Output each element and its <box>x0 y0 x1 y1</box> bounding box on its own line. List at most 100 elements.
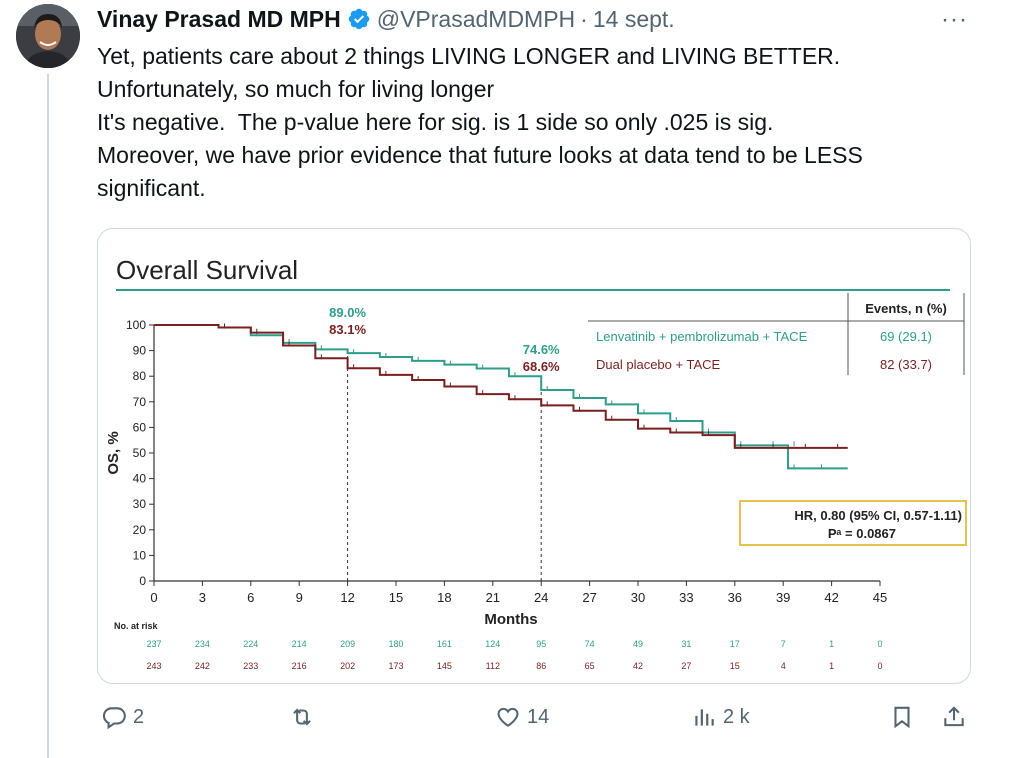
x-axis-label: Months <box>484 611 537 628</box>
share-icon <box>944 706 964 727</box>
risk-table-cell: 4 <box>781 661 786 671</box>
x-tick-label: 39 <box>776 590 790 605</box>
survival-curve-control <box>154 324 848 449</box>
tweet-text-line: Unfortunately, so much for living longer <box>97 76 495 102</box>
risk-table-cell: 65 <box>585 661 595 671</box>
reply-button[interactable]: 2 <box>101 704 144 730</box>
author-name[interactable]: Vinay Prasad MD MPH <box>97 5 341 32</box>
risk-table-label: No. at risk <box>114 621 159 631</box>
risk-table-cell: 145 <box>437 661 452 671</box>
views-button[interactable]: 2 k <box>691 704 750 730</box>
legend-header: Events, n (%) <box>865 301 947 316</box>
risk-table-cell: 86 <box>536 661 546 671</box>
verified-badge-icon <box>348 8 369 30</box>
views-count: 2 k <box>723 705 750 728</box>
avatar[interactable] <box>16 4 80 68</box>
tweet-text-line: Moreover, we have prior evidence that fu… <box>97 142 863 168</box>
x-tick-label: 15 <box>389 590 403 605</box>
x-tick-label: 45 <box>873 590 887 605</box>
tweet-date[interactable]: 14 sept. <box>592 5 675 32</box>
reply-icon <box>102 707 126 730</box>
x-tick-label: 9 <box>296 590 303 605</box>
landmark-value-label: 83.1% <box>329 322 366 337</box>
y-tick-label: 0 <box>139 574 146 588</box>
more-options-icon[interactable]: ··· <box>941 6 968 33</box>
risk-table-cell: 233 <box>243 661 258 671</box>
action-bar: 2 14 2 k <box>97 704 977 736</box>
y-tick-label: 20 <box>133 523 147 537</box>
landmark-value-label: 89.0% <box>329 305 366 320</box>
bookmark-icon <box>894 706 910 729</box>
bookmark-button[interactable] <box>889 704 915 730</box>
risk-table-cell: 161 <box>437 639 452 649</box>
x-tick-label: 21 <box>486 590 500 605</box>
risk-table-cell: 74 <box>585 639 595 649</box>
hr-box <box>739 500 967 546</box>
risk-table-cell: 15 <box>730 661 740 671</box>
x-tick-label: 6 <box>247 590 254 605</box>
risk-table-cell: 95 <box>536 639 546 649</box>
retweet-icon <box>293 708 311 726</box>
tweet-header: Vinay Prasad MD MPH @VPrasadMDMPH · 14 s… <box>97 4 996 34</box>
x-tick-label: 24 <box>534 590 548 605</box>
y-tick-label: 30 <box>133 497 147 511</box>
x-tick-label: 12 <box>340 590 354 605</box>
risk-table-cell: 1 <box>829 661 834 671</box>
y-tick-label: 90 <box>133 344 147 358</box>
risk-table-cell: 242 <box>195 661 210 671</box>
y-tick-label: 50 <box>133 446 147 460</box>
risk-table-cell: 173 <box>388 661 403 671</box>
risk-table-cell: 216 <box>292 661 307 671</box>
risk-table-cell: 243 <box>146 661 161 671</box>
risk-table-cell: 1 <box>829 639 834 649</box>
risk-table-cell: 17 <box>730 639 740 649</box>
legend-events: 69 (29.1) <box>880 329 932 344</box>
y-tick-label: 40 <box>133 472 147 486</box>
tweet-text-line: It's negative. The p-value here for sig.… <box>97 109 774 135</box>
landmark-value-label: 68.6% <box>523 359 560 374</box>
tweet-text-line: significant. <box>97 175 206 201</box>
risk-table-cell: 0 <box>877 639 882 649</box>
media-card[interactable]: Overall Survival 0 10 20 30 40 50 60 70 80 90 100 0… <box>97 228 971 684</box>
like-button[interactable]: 14 <box>495 704 549 730</box>
y-tick-label: 60 <box>133 420 147 434</box>
tweet-text-line: Yet, patients care about 2 things LIVING… <box>97 43 841 69</box>
x-tick-label: 18 <box>437 590 451 605</box>
risk-table-cell: 112 <box>486 661 500 671</box>
reply-count: 2 <box>133 705 145 728</box>
risk-table-cell: 224 <box>243 639 258 649</box>
y-tick-label: 70 <box>133 395 147 409</box>
risk-table-cell: 49 <box>633 639 643 649</box>
retweet-button[interactable] <box>289 704 321 730</box>
chart-title: Overall Survival <box>116 255 298 285</box>
avatar-image <box>16 4 80 68</box>
y-axis-label: OS, % <box>105 431 122 474</box>
x-tick-label: 30 <box>631 590 645 605</box>
x-tick-label: 3 <box>199 590 206 605</box>
risk-table-cell: 214 <box>292 639 307 649</box>
thread-line <box>47 74 49 758</box>
hr-text: HR, 0.80 (95% CI, 0.57-1.11) <box>794 508 962 523</box>
x-tick-label: 33 <box>679 590 693 605</box>
y-tick-label: 100 <box>126 318 146 332</box>
risk-table-cell: 0 <box>877 661 882 671</box>
risk-table-cell: 27 <box>681 661 691 671</box>
legend-series-name: Lenvatinib + pembrolizumab + TACE <box>596 329 808 344</box>
author-handle[interactable]: @VPrasadMDMPH <box>376 5 576 32</box>
risk-table-cell: 237 <box>146 639 161 649</box>
y-tick-label: 10 <box>133 548 147 562</box>
x-tick-label: 27 <box>582 590 596 605</box>
risk-table-cell: 209 <box>340 639 355 649</box>
risk-table-cell: 234 <box>195 639 210 649</box>
risk-table-cell: 31 <box>681 639 691 649</box>
tweet-text: Yet, patients care about 2 things LIVING… <box>97 40 987 205</box>
risk-table-cell: 42 <box>633 661 643 671</box>
risk-table-cell: 7 <box>781 639 786 649</box>
risk-table-cell: 124 <box>485 639 500 649</box>
landmark-value-label: 74.6% <box>523 342 560 357</box>
x-tick-label: 0 <box>150 590 157 605</box>
p-value-text: Pᵃ = 0.0867 <box>828 526 896 541</box>
legend-series-name: Dual placebo + TACE <box>596 357 721 372</box>
like-count: 14 <box>527 705 550 728</box>
share-button[interactable] <box>941 704 967 730</box>
